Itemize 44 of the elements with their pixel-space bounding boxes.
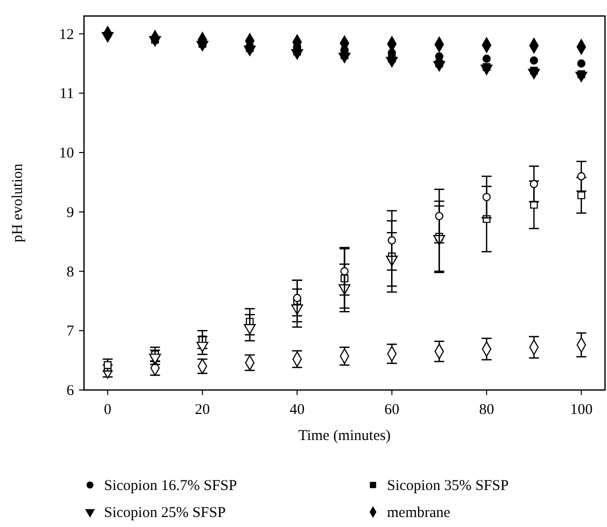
legend-label: Sicopion 35% SFSP — [387, 478, 509, 494]
point — [480, 64, 493, 75]
legend-label: membrane — [387, 505, 451, 521]
point — [530, 180, 538, 188]
y-tick-label: 6 — [66, 383, 74, 399]
y-tick-label: 10 — [59, 146, 74, 162]
y-tick-label: 12 — [59, 26, 74, 43]
y-axis-title: pH evolution — [10, 163, 26, 242]
point — [104, 361, 112, 369]
point — [433, 61, 446, 72]
point — [340, 267, 349, 276]
x-tick-label: 40 — [290, 402, 305, 418]
y-tick-label: 8 — [66, 264, 74, 280]
x-tick-label: 0 — [104, 402, 112, 418]
point — [291, 49, 304, 60]
point — [388, 236, 396, 245]
x-tick-label: 100 — [570, 402, 593, 418]
point — [386, 56, 398, 68]
point — [244, 324, 256, 334]
point — [435, 212, 444, 220]
point — [482, 192, 491, 202]
point — [575, 72, 588, 82]
point — [196, 40, 208, 52]
point — [149, 354, 161, 364]
point — [149, 36, 161, 46]
y-tick-label: 11 — [60, 86, 74, 102]
x-tick-label: 60 — [384, 402, 400, 418]
y-tick-label: 9 — [66, 204, 74, 221]
point — [293, 294, 302, 302]
point — [482, 54, 491, 63]
x-tick-label: 20 — [194, 402, 210, 418]
point — [338, 52, 350, 64]
legend-label: Sicopion 25% SFSP — [104, 505, 226, 521]
legend-label: Sicopion 16.7% SFSP — [104, 478, 237, 494]
point — [196, 342, 208, 352]
point — [530, 56, 538, 65]
point — [577, 172, 586, 180]
point — [528, 68, 540, 80]
x-axis-title: Time (minutes) — [298, 428, 391, 444]
x-tick-label: 80 — [479, 402, 494, 418]
point — [577, 59, 586, 68]
point — [435, 52, 444, 60]
y-tick-label: 7 — [66, 324, 74, 340]
point — [244, 46, 256, 56]
